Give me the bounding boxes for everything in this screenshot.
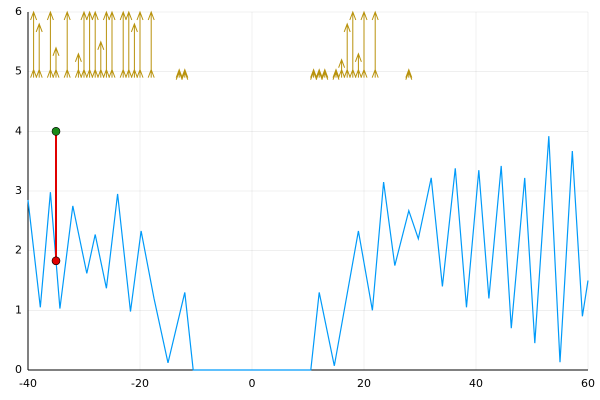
arrow [371,10,379,78]
x-tick-label: 0 [249,377,256,390]
arrow [108,10,116,78]
arrow [354,52,362,78]
arrow [74,52,82,78]
arrow [97,40,105,78]
y-tick-label: 0 [15,363,22,376]
arrow [30,10,38,78]
x-tick-label: 40 [469,377,483,390]
y-tick-label: 4 [15,124,22,137]
y-tick-label: 6 [15,5,22,18]
arrow [181,68,189,80]
y-tick-label: 5 [15,65,22,78]
arrow [405,68,413,80]
y-tick-label: 1 [15,303,22,316]
arrow [35,22,43,78]
arrow [102,10,110,78]
arrow [46,10,54,78]
point [51,256,61,266]
arrow [338,58,346,78]
arrow [310,68,318,80]
x-tick-label: 60 [581,377,595,390]
arrow [91,10,99,78]
arrow [175,68,183,80]
arrow [343,22,351,78]
x-tick-label: -40 [19,377,37,390]
arrow [349,10,357,78]
x-tick-label: -20 [131,377,149,390]
line-series [27,136,589,371]
arrow [119,10,127,78]
arrow [80,10,88,78]
arrow [63,10,71,78]
arrow [147,10,155,78]
point [51,127,61,136]
y-tick-label: 2 [15,244,22,257]
arrow [315,68,323,80]
arrow [136,10,144,78]
y-tick-label: 3 [15,184,22,197]
x-tick-label: 20 [357,377,371,390]
arrow [125,10,133,78]
arrow [321,68,329,80]
arrow [52,46,60,78]
arrow [86,10,94,78]
arrow [130,22,138,78]
arrow [360,10,368,78]
arrow [332,68,340,80]
